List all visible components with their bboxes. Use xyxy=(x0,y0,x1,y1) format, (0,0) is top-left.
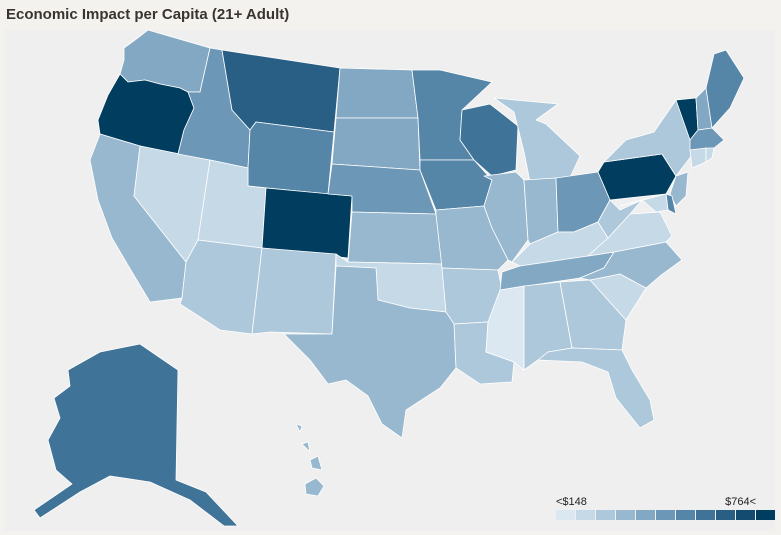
legend-swatch xyxy=(656,510,675,520)
state-new-mexico[interactable] xyxy=(251,247,337,335)
state-connecticut[interactable] xyxy=(689,147,707,169)
state-colorado[interactable] xyxy=(261,187,353,259)
state-new-jersey[interactable] xyxy=(669,171,689,207)
legend-max-label: $764< xyxy=(725,496,756,508)
state-maryland[interactable] xyxy=(619,193,669,213)
legend-swatch xyxy=(676,510,695,520)
state-arizona[interactable] xyxy=(179,239,263,335)
legend-swatch xyxy=(576,510,595,520)
legend-color-scale xyxy=(556,510,775,520)
page-title: Economic Impact per Capita (21+ Adult) xyxy=(6,6,290,23)
state-wyoming[interactable] xyxy=(247,121,335,195)
state-hawaii[interactable] xyxy=(295,423,325,497)
state-wisconsin[interactable] xyxy=(459,103,519,177)
legend-min-label: <$148 xyxy=(556,496,587,508)
legend-swatch xyxy=(716,510,735,520)
state-north-dakota[interactable] xyxy=(335,67,419,119)
state-south-dakota[interactable] xyxy=(331,117,421,171)
state-illinois[interactable] xyxy=(483,171,529,263)
legend-swatch xyxy=(636,510,655,520)
state-georgia[interactable] xyxy=(559,279,627,351)
state-texas[interactable] xyxy=(283,265,457,439)
legend-swatch xyxy=(596,510,615,520)
legend-swatch xyxy=(756,510,775,520)
legend-swatch xyxy=(696,510,715,520)
state-alaska[interactable] xyxy=(33,343,239,527)
legend-swatch xyxy=(556,510,575,520)
state-kansas[interactable] xyxy=(347,211,443,265)
state-maine[interactable] xyxy=(705,49,745,129)
state-north-carolina[interactable] xyxy=(579,241,683,289)
legend-swatch xyxy=(616,510,635,520)
us-choropleth-map xyxy=(33,30,745,527)
legend: <$148 $764< xyxy=(556,496,775,524)
state-rhode-island[interactable] xyxy=(705,147,715,163)
state-michigan[interactable] xyxy=(493,97,581,183)
state-florida[interactable] xyxy=(537,347,655,429)
legend-swatch xyxy=(736,510,755,520)
